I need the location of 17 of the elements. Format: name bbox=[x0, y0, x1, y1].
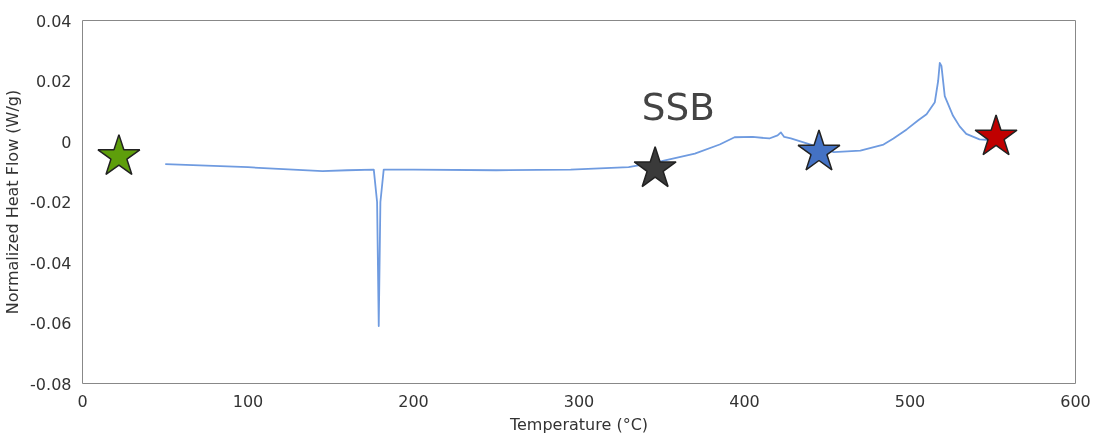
y-tick-label: -0.02 bbox=[30, 193, 72, 212]
y-tick-label: 0 bbox=[61, 132, 72, 152]
x-tick-label: 600 bbox=[1060, 391, 1091, 411]
y-tick-label: 0.04 bbox=[35, 11, 72, 31]
x-tick-label: 500 bbox=[894, 391, 926, 411]
text: SSB bbox=[641, 85, 715, 130]
y-tick-label: 0.02 bbox=[35, 72, 72, 91]
x-tick-label: 400 bbox=[729, 391, 760, 411]
y-tick-label: -0.08 bbox=[30, 374, 72, 394]
x-tick-label: 300 bbox=[563, 391, 595, 411]
y-tick-label: -0.06 bbox=[30, 314, 72, 333]
x-tick-label: 0 bbox=[77, 391, 88, 411]
x-tick-label: 100 bbox=[232, 391, 264, 411]
x-axis-title: Temperature (°C) bbox=[508, 414, 649, 434]
x-tick-label: 200 bbox=[398, 391, 429, 411]
y-tick-label: -0.04 bbox=[30, 253, 72, 273]
y-axis-title: Normalized Heat Flow (W/g) bbox=[3, 89, 23, 315]
